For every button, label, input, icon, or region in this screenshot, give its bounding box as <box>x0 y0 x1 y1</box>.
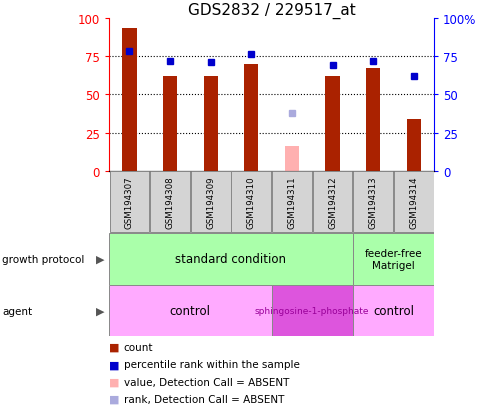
Text: feeder-free
Matrigel: feeder-free Matrigel <box>364 248 422 270</box>
Text: value, Detection Call = ABSENT: value, Detection Call = ABSENT <box>123 377 288 387</box>
Bar <box>352 233 433 285</box>
Text: rank, Detection Call = ABSENT: rank, Detection Call = ABSENT <box>123 394 284 404</box>
Bar <box>190 172 230 233</box>
Bar <box>312 172 352 233</box>
Text: GSM194309: GSM194309 <box>206 176 215 228</box>
Bar <box>406 119 420 171</box>
Bar <box>352 172 392 233</box>
Text: ■: ■ <box>109 377 120 387</box>
Text: GSM194308: GSM194308 <box>165 176 174 229</box>
Text: GSM194312: GSM194312 <box>327 176 336 229</box>
Text: GSM194307: GSM194307 <box>125 176 134 229</box>
Text: GSM194313: GSM194313 <box>368 176 377 229</box>
Bar <box>325 77 339 171</box>
Text: ▶: ▶ <box>95 306 104 316</box>
Bar <box>243 64 258 171</box>
Bar <box>109 172 149 233</box>
Text: standard condition: standard condition <box>175 253 286 266</box>
Text: ▶: ▶ <box>95 254 104 264</box>
Bar <box>272 172 311 233</box>
Bar <box>163 77 177 171</box>
Text: GSM194310: GSM194310 <box>246 176 255 229</box>
Bar <box>365 69 379 171</box>
Text: sphingosine-1-phosphate: sphingosine-1-phosphate <box>255 306 369 315</box>
Title: GDS2832 / 229517_at: GDS2832 / 229517_at <box>187 2 355 19</box>
Bar <box>122 29 136 171</box>
Text: ■: ■ <box>109 342 120 352</box>
Bar <box>393 172 433 233</box>
Text: GSM194314: GSM194314 <box>408 176 417 229</box>
Text: agent: agent <box>2 306 32 316</box>
Bar <box>203 77 217 171</box>
Text: growth protocol: growth protocol <box>2 254 85 264</box>
Text: ■: ■ <box>109 394 120 404</box>
Bar <box>109 233 352 285</box>
Bar <box>231 172 271 233</box>
Bar <box>271 285 352 337</box>
Text: control: control <box>372 304 413 317</box>
Bar <box>352 285 433 337</box>
Text: control: control <box>169 304 211 317</box>
Text: ■: ■ <box>109 359 120 369</box>
Bar <box>109 285 271 337</box>
Text: count: count <box>123 342 153 352</box>
Bar <box>150 172 190 233</box>
Text: GSM194311: GSM194311 <box>287 176 296 229</box>
Text: percentile rank within the sample: percentile rank within the sample <box>123 359 299 369</box>
Bar <box>284 147 299 171</box>
